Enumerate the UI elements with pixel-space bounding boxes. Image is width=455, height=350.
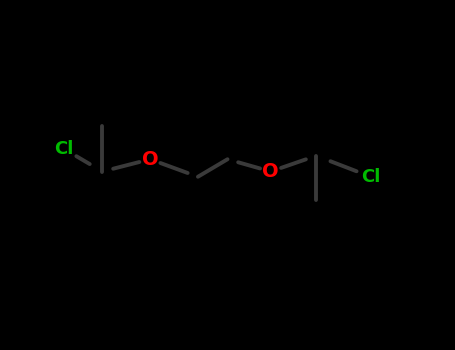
Text: Cl: Cl	[361, 168, 380, 186]
Text: O: O	[263, 162, 279, 181]
Text: O: O	[142, 150, 158, 169]
Text: Cl: Cl	[54, 140, 73, 158]
